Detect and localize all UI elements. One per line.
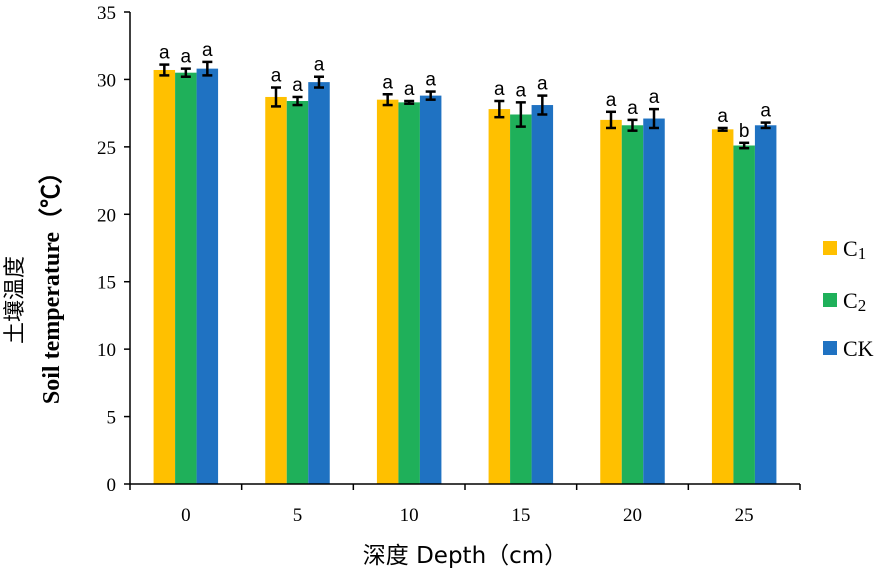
bar-ck-depth-0 xyxy=(196,68,219,484)
y-tick-label-30: 30 xyxy=(97,70,116,91)
bar-c2-depth-20 xyxy=(621,125,644,484)
significance-letter-ck-depth-25: a xyxy=(760,101,771,122)
y-tick-label-15: 15 xyxy=(97,273,116,294)
bar-c2-depth-0 xyxy=(175,72,197,484)
legend: C1 C2 CK xyxy=(823,236,874,361)
bar-ck-depth-15 xyxy=(531,105,554,485)
x-tick-label-25: 25 xyxy=(735,505,754,526)
significance-letter-c1-depth-5: a xyxy=(271,66,282,87)
error-bars-layer xyxy=(159,60,771,150)
legend-swatch-c1 xyxy=(823,241,837,255)
significance-letter-ck-depth-5: a xyxy=(314,55,325,76)
legend-swatch-ck xyxy=(823,341,837,355)
significance-letter-ck-depth-10: a xyxy=(425,70,436,91)
y-axis-label-chinese: 土壤温度 xyxy=(3,256,28,344)
significance-letter-c1-depth-15: a xyxy=(494,79,505,100)
significance-letter-ck-depth-20: a xyxy=(649,87,660,108)
bar-ck-depth-20 xyxy=(643,118,665,484)
significance-letter-ck-depth-0: a xyxy=(202,40,213,61)
legend-label-c2: C2 xyxy=(843,288,866,315)
significance-letter-c2-depth-20: a xyxy=(627,98,638,119)
x-tick-label-15: 15 xyxy=(511,505,530,526)
x-tick-label-20: 20 xyxy=(623,505,642,526)
bars-layer xyxy=(153,68,777,485)
significance-letter-c1-depth-20: a xyxy=(606,90,617,111)
y-tick-label-5: 5 xyxy=(107,408,117,429)
y-tick-label-20: 20 xyxy=(97,205,116,226)
significance-letter-c2-depth-0: a xyxy=(181,47,192,68)
bar-c1-depth-25 xyxy=(711,129,734,484)
x-tick-label-0: 0 xyxy=(181,505,191,526)
y-tick-label-25: 25 xyxy=(97,138,116,159)
bar-c2-depth-15 xyxy=(510,114,532,485)
bar-c1-depth-0 xyxy=(153,69,176,484)
bar-ck-depth-5 xyxy=(308,82,330,484)
bar-c2-depth-25 xyxy=(733,145,755,484)
legend-label-ck: CK xyxy=(843,336,874,361)
bar-c2-depth-5 xyxy=(286,101,309,485)
y-tick-label-0: 0 xyxy=(107,475,117,496)
significance-letter-c2-depth-25: b xyxy=(739,121,750,142)
x-axis-label: 深度 Depth（cm） xyxy=(363,543,567,569)
significance-letter-c1-depth-10: a xyxy=(382,72,393,93)
significance-letter-c1-depth-0: a xyxy=(159,43,170,64)
bar-ck-depth-25 xyxy=(754,125,777,484)
bar-ck-depth-10 xyxy=(419,95,442,485)
bar-c1-depth-15 xyxy=(488,109,511,485)
bar-c2-depth-10 xyxy=(398,102,420,485)
bar-c1-depth-20 xyxy=(600,119,622,484)
bar-c1-depth-5 xyxy=(265,96,287,485)
axes-layer: 0 5 10 15 20 25 0 5 10 15 20 25 30 35 xyxy=(97,3,801,526)
y-tick-label-35: 35 xyxy=(97,3,116,24)
bar-c1-depth-10 xyxy=(376,99,399,485)
significance-letter-ck-depth-15: a xyxy=(537,74,548,95)
y-axis-label-english: Soil temperature（℃） xyxy=(38,160,65,404)
x-tick-label-10: 10 xyxy=(400,505,419,526)
y-tick-label-10: 10 xyxy=(97,340,116,361)
legend-label-c1: C1 xyxy=(843,236,866,263)
x-tick-label-5: 5 xyxy=(293,505,303,526)
significance-letter-c1-depth-25: a xyxy=(717,106,728,127)
significance-letter-c2-depth-15: a xyxy=(516,80,527,101)
significance-letter-c2-depth-10: a xyxy=(404,79,415,100)
legend-swatch-c2 xyxy=(823,293,837,307)
significance-letter-c2-depth-5: a xyxy=(292,75,303,96)
